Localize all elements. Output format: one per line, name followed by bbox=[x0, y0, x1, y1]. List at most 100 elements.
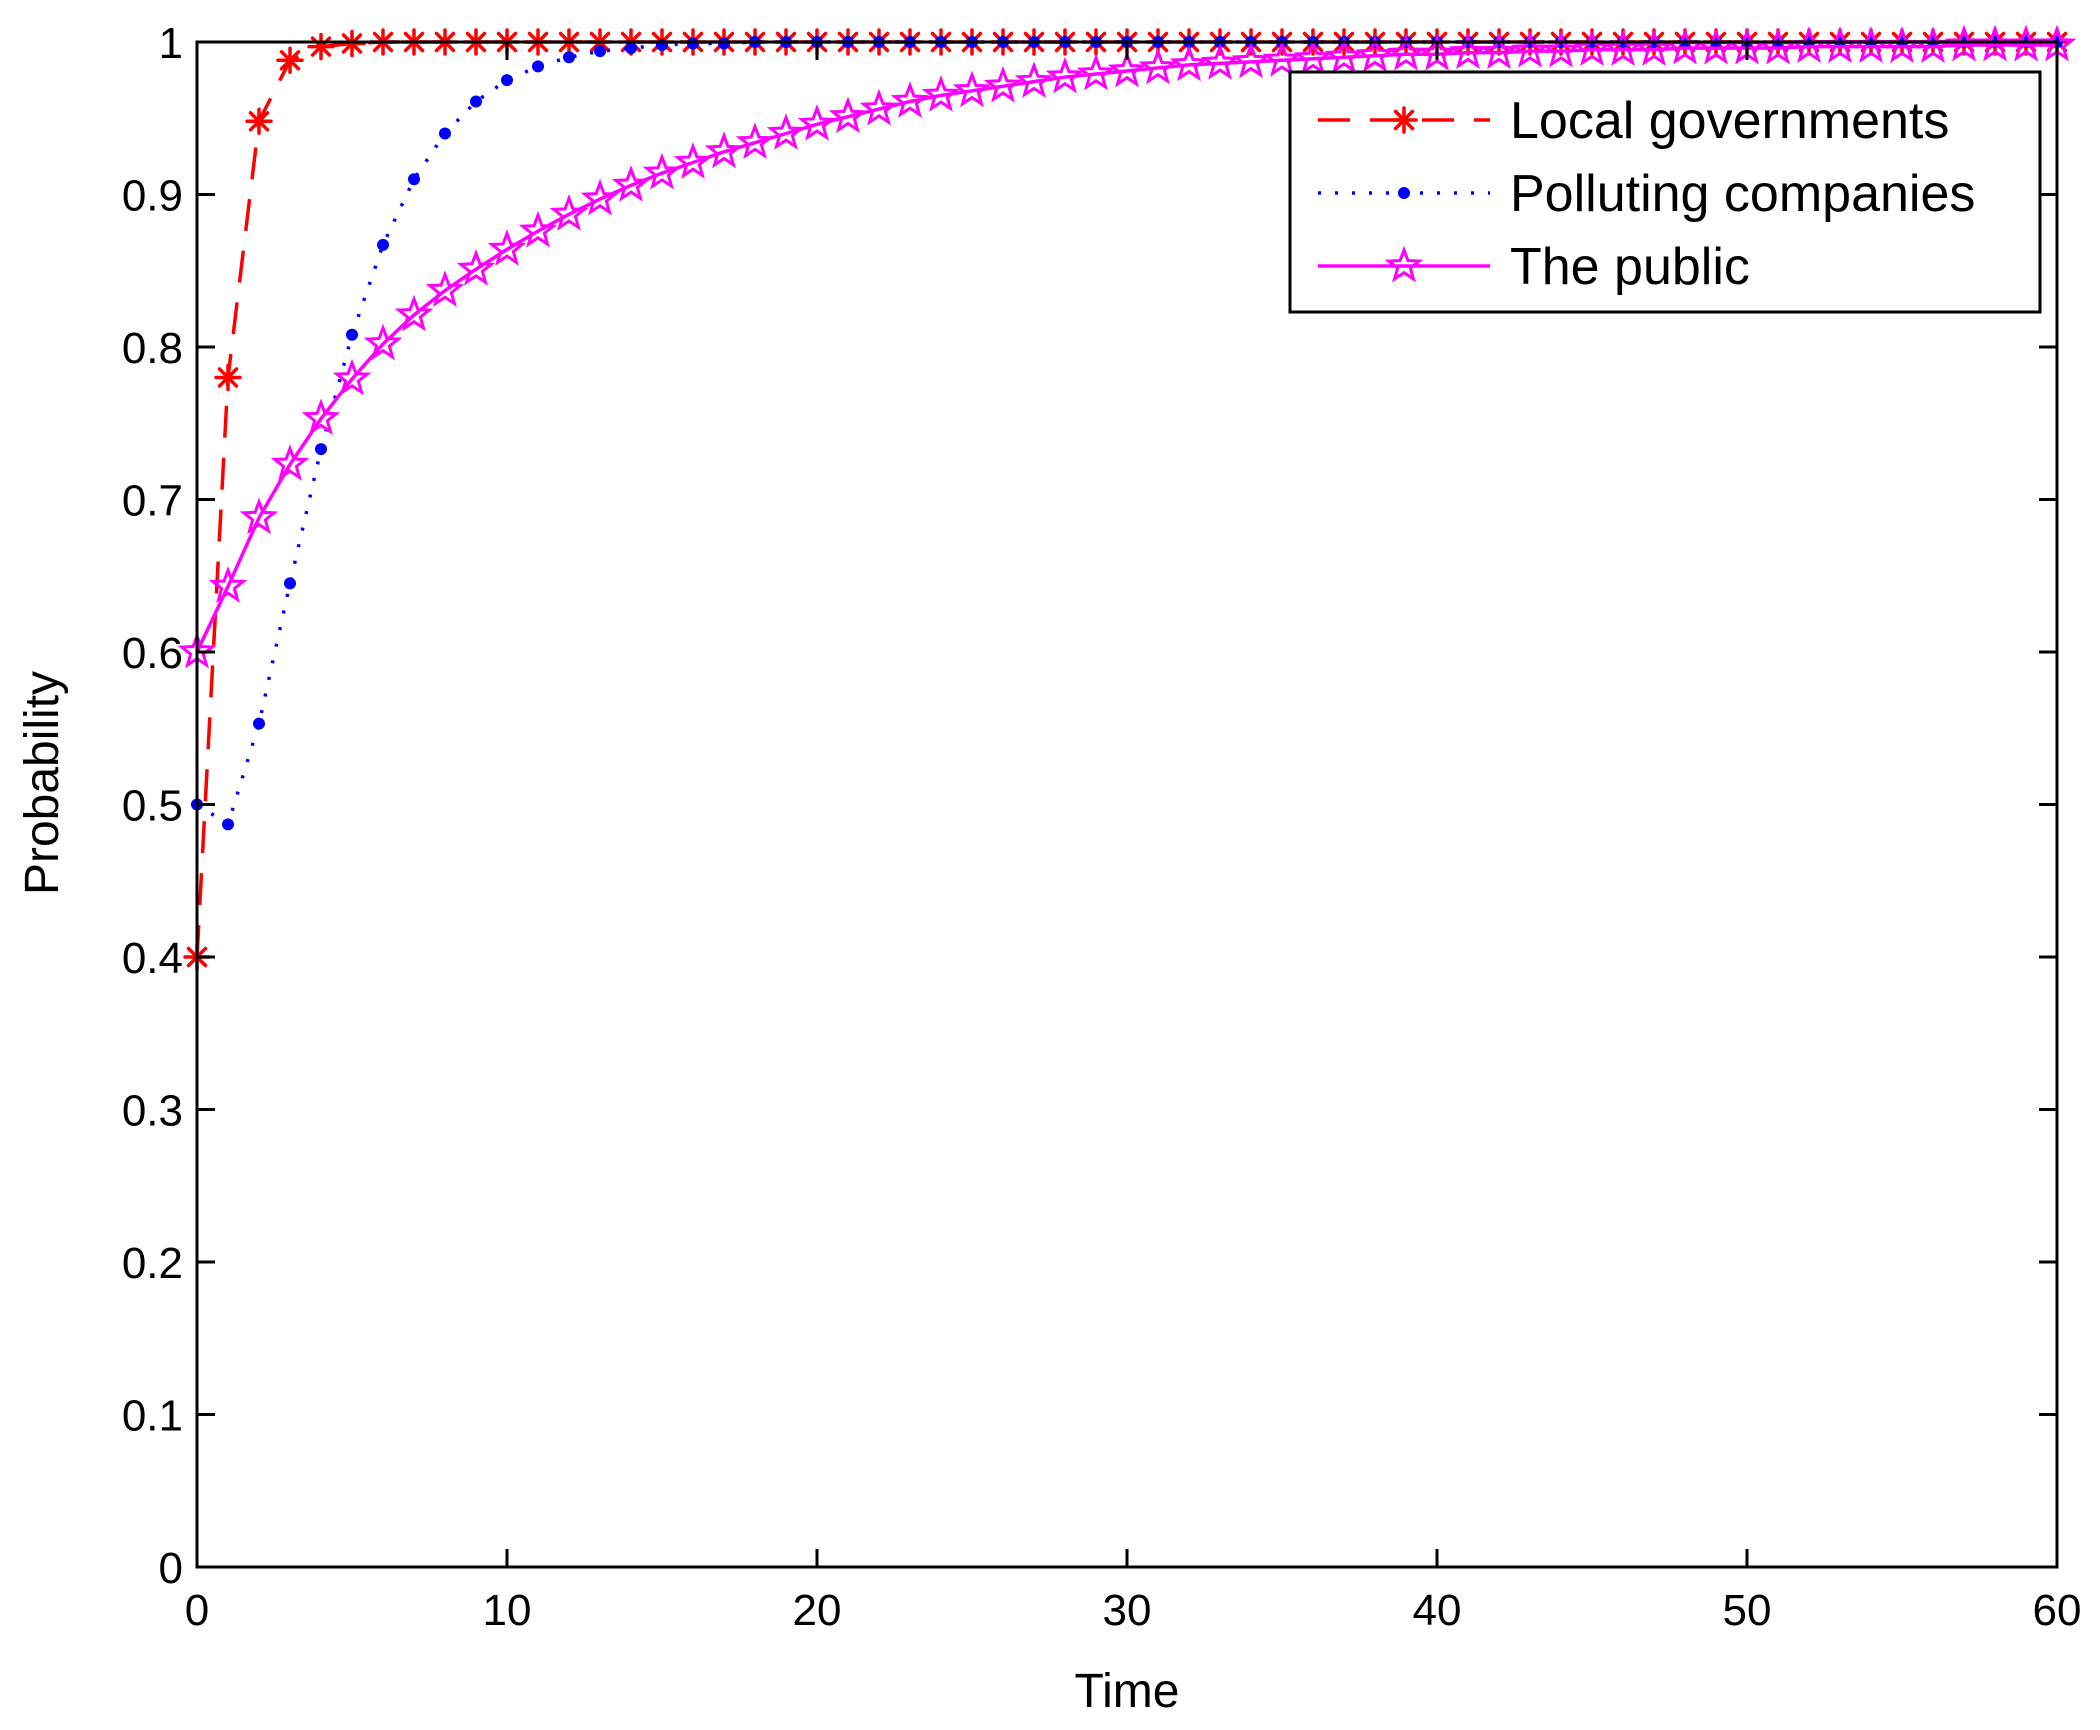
data-point bbox=[611, 165, 651, 202]
data-point bbox=[284, 577, 296, 590]
data-point bbox=[1324, 36, 1364, 74]
data-point bbox=[625, 42, 637, 55]
asterisk-stroke bbox=[248, 111, 270, 132]
data-point bbox=[394, 294, 434, 332]
data-point bbox=[735, 122, 775, 160]
legend: Local governments Polluting companies The … bbox=[1288, 70, 2042, 314]
data-point bbox=[563, 51, 575, 64]
data-point bbox=[1014, 61, 1054, 99]
asterisk-stroke bbox=[341, 33, 363, 54]
data-point bbox=[1944, 24, 1984, 62]
data-point bbox=[408, 173, 420, 186]
data-point bbox=[1262, 40, 1302, 77]
y-tick-label: 0.9 bbox=[122, 172, 183, 221]
legend-box bbox=[1288, 70, 2042, 314]
y-tick-label: 0.5 bbox=[122, 782, 183, 831]
data-point bbox=[456, 248, 496, 286]
data-point bbox=[363, 323, 403, 361]
data-point bbox=[301, 398, 341, 436]
data-point bbox=[470, 95, 482, 108]
data-point bbox=[532, 60, 544, 73]
axes-layer: 0 10 20 30 40 50 60 0 0.1 0.2 0.3 0.4 0.5 0.6 0.7 0.8 0.… bbox=[122, 19, 2082, 1635]
data-point bbox=[1975, 24, 2015, 62]
data-point bbox=[377, 238, 389, 251]
data-point bbox=[1572, 29, 1612, 67]
data-point bbox=[518, 210, 558, 248]
y-tick-label: 0 bbox=[159, 1544, 183, 1593]
data-point bbox=[1107, 50, 1147, 88]
x-tick-label: 10 bbox=[483, 1586, 532, 1635]
legend-entry: Polluting companies bbox=[1318, 165, 1975, 223]
legend-entry: The public bbox=[1318, 238, 1750, 296]
data-point bbox=[1355, 35, 1395, 73]
data-point bbox=[766, 113, 806, 150]
data-point bbox=[859, 88, 899, 126]
legend-label: The public bbox=[1510, 238, 1750, 296]
data-point bbox=[1138, 47, 1178, 85]
data-point bbox=[687, 37, 699, 50]
data-point bbox=[1510, 30, 1550, 68]
asterisk-stroke bbox=[217, 367, 239, 388]
x-tick-label: 30 bbox=[1103, 1586, 1152, 1635]
data-point bbox=[315, 443, 327, 456]
legend-entry: Local governments bbox=[1318, 92, 1949, 150]
data-point bbox=[921, 75, 961, 112]
data-point bbox=[439, 127, 451, 140]
data-point bbox=[222, 818, 234, 831]
asterisk-stroke bbox=[279, 50, 301, 71]
data-point bbox=[239, 497, 279, 535]
data-point bbox=[501, 74, 513, 87]
data-point bbox=[828, 96, 868, 134]
y-axis-label: Probability bbox=[16, 671, 69, 895]
data-point bbox=[1169, 44, 1209, 82]
data-point bbox=[1386, 33, 1426, 71]
legend-marker bbox=[1384, 245, 1424, 283]
data-point bbox=[338, 29, 366, 58]
data-point bbox=[214, 363, 242, 392]
data-point bbox=[276, 46, 304, 75]
data-point bbox=[245, 107, 273, 136]
data-point bbox=[983, 65, 1023, 103]
data-point bbox=[642, 152, 682, 190]
data-point bbox=[1231, 41, 1271, 79]
data-point bbox=[890, 81, 930, 118]
legend-label: Local governments bbox=[1510, 92, 1949, 150]
y-tick-label: 0.6 bbox=[122, 629, 183, 678]
data-point bbox=[487, 229, 527, 266]
x-tick-label: 40 bbox=[1413, 1586, 1462, 1635]
data-point bbox=[1045, 56, 1085, 94]
data-point bbox=[1293, 38, 1333, 76]
x-axis-label: Time bbox=[1075, 1665, 1180, 1718]
y-tick-label: 0.1 bbox=[122, 1392, 183, 1441]
data-point bbox=[1076, 53, 1116, 91]
data-point bbox=[673, 142, 713, 179]
data-point bbox=[1541, 30, 1581, 68]
data-point bbox=[332, 358, 372, 396]
y-tick-label: 1 bbox=[159, 19, 183, 68]
x-tick-label: 20 bbox=[793, 1586, 842, 1635]
data-point bbox=[1479, 32, 1519, 70]
data-point bbox=[425, 270, 465, 307]
data-point bbox=[1417, 33, 1457, 71]
data-point bbox=[1200, 43, 1240, 80]
data-point bbox=[549, 194, 589, 231]
data-point bbox=[346, 328, 358, 341]
data-point bbox=[704, 131, 744, 169]
y-tick-label: 0.7 bbox=[122, 477, 183, 526]
data-point bbox=[2006, 24, 2046, 62]
x-tick-label: 60 bbox=[2033, 1586, 2082, 1635]
data-point bbox=[208, 566, 248, 603]
x-tick-label: 0 bbox=[185, 1586, 209, 1635]
legend-label: Polluting companies bbox=[1510, 165, 1975, 223]
data-point bbox=[952, 70, 992, 108]
asterisk-stroke bbox=[1393, 109, 1415, 131]
data-point bbox=[270, 444, 310, 481]
data-point bbox=[580, 178, 620, 216]
data-point bbox=[718, 37, 730, 50]
data-point bbox=[253, 717, 265, 730]
data-point bbox=[594, 45, 606, 58]
y-tick-label: 0.3 bbox=[122, 1087, 183, 1136]
legend-marker bbox=[1390, 106, 1418, 134]
data-point bbox=[1603, 29, 1643, 67]
data-point bbox=[1634, 29, 1674, 67]
